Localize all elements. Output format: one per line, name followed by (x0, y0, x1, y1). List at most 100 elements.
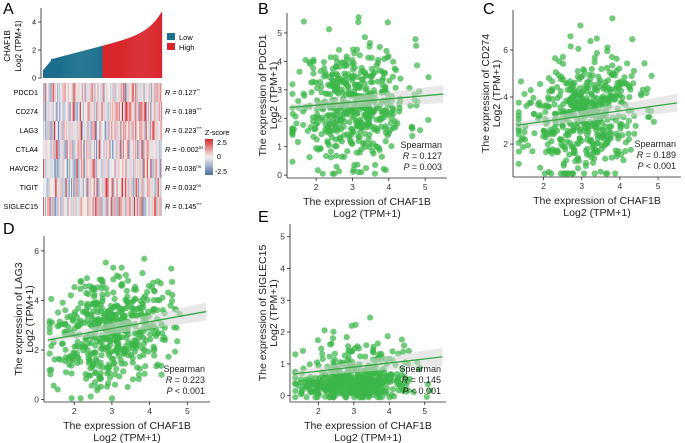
heatmap-cell (57, 102, 59, 121)
panel-b-point (337, 126, 345, 133)
panel-e-point (384, 333, 391, 340)
heatmap-cell (117, 102, 119, 121)
heatmap-cell (55, 121, 58, 140)
panel-c-point (591, 123, 599, 130)
panel-b-point (314, 119, 321, 127)
panel-e-xtick-label: 4 (387, 406, 392, 416)
corr-cd274-prefix: R = (165, 107, 178, 116)
heatmap-cell (154, 197, 156, 216)
heatmap-cell (65, 140, 67, 159)
heatmap-cell (97, 140, 99, 159)
heatmap-cell (67, 197, 70, 216)
panel-b-point (334, 117, 341, 124)
panel-c-point (553, 83, 561, 91)
heatmap-cell (156, 197, 158, 216)
panel-b-point (345, 85, 352, 92)
heatmap-cell (150, 140, 152, 159)
panel-e-point (357, 353, 364, 360)
expression-bar (87, 49, 89, 78)
corr-pdcd1: R = 0.127** (165, 88, 200, 97)
corr-lag3-sig: *** (196, 126, 202, 131)
heatmap-cell (104, 197, 106, 216)
panel-d-point (68, 395, 75, 402)
panel-e-fit-line (293, 356, 443, 375)
panel-e-point (387, 374, 394, 381)
heatmap-cell (84, 140, 86, 159)
expression-bar (95, 47, 97, 78)
heatmap-cell (117, 159, 119, 178)
heatmap-cell (103, 140, 105, 159)
panel-d-point (104, 370, 111, 377)
panel-d-point (91, 293, 98, 300)
heatmap-cell (61, 178, 63, 197)
panel-c-point (558, 73, 565, 81)
panel-c-point (588, 65, 595, 73)
panel-d-point (46, 350, 53, 357)
panel-c-point (515, 160, 522, 167)
heatmap-cell (143, 197, 145, 216)
heatmap-cell (96, 197, 98, 216)
panel-e-point (318, 380, 325, 387)
heatmap (43, 83, 163, 216)
expression-bar (143, 30, 145, 79)
heatmap-cell (108, 178, 111, 197)
panel-e-point (370, 349, 377, 356)
panel-b-point (309, 114, 317, 121)
corr-pdcd1-prefix: R = (165, 88, 178, 97)
heatmap-cell (61, 102, 63, 121)
panel-b-point (300, 18, 307, 25)
heatmap-cell (75, 178, 77, 197)
heatmap-cell (136, 178, 138, 197)
panel-d-point (111, 295, 118, 303)
panel-d-point (135, 375, 142, 383)
panel-e-point (424, 381, 432, 388)
panel-e-point (315, 390, 322, 397)
panel-e-point (297, 379, 304, 386)
panel-e-point (357, 391, 364, 398)
heatmap-cell (58, 197, 60, 216)
heatmap-cell (76, 197, 78, 216)
heatmap-cell (138, 159, 140, 178)
panel-d-stats-p: P < 0.001 (167, 386, 205, 396)
heatmap-cell (58, 178, 60, 197)
heatmap-cell (154, 178, 156, 197)
heatmap-cell (90, 140, 92, 159)
panel-c-point (560, 108, 567, 115)
panel-d-point (130, 286, 138, 293)
panel-d-point (125, 338, 132, 346)
heatmap-cell (91, 121, 93, 140)
heatmap-cell (129, 159, 131, 178)
panel-d-point (154, 278, 161, 285)
heatmap-cell (54, 178, 57, 197)
expression-bar (119, 40, 121, 78)
panel-d-point (94, 384, 101, 391)
expression-bar (74, 52, 76, 78)
heatmap-cell (70, 178, 72, 197)
panel-c-point (598, 65, 605, 73)
panel-c-point (597, 168, 604, 175)
heatmap-cell (117, 197, 119, 216)
heatmap-cell (70, 159, 72, 178)
panel-b-point (345, 71, 352, 78)
heatmap-cell (47, 197, 49, 216)
heatmap-cell (45, 178, 47, 197)
panel-e-point (348, 347, 355, 355)
heatmap-cell (158, 178, 160, 197)
panel-d-point (110, 276, 117, 283)
heatmap-cell (90, 121, 92, 140)
panel-b-point (366, 131, 373, 138)
panel-c-point (599, 127, 607, 134)
heatmap-cell (105, 121, 107, 140)
panel-d-point (139, 270, 146, 277)
heatmap-cell (74, 159, 76, 178)
panel-letter-b: B (258, 1, 269, 18)
heatmap-cell (160, 121, 163, 140)
heatmap-cell (157, 140, 159, 159)
expression-bar (126, 38, 128, 78)
panel-b-point (335, 46, 343, 54)
heatmap-cell (157, 159, 159, 178)
heatmap-cell (121, 159, 124, 178)
panel-b-point (409, 132, 416, 140)
